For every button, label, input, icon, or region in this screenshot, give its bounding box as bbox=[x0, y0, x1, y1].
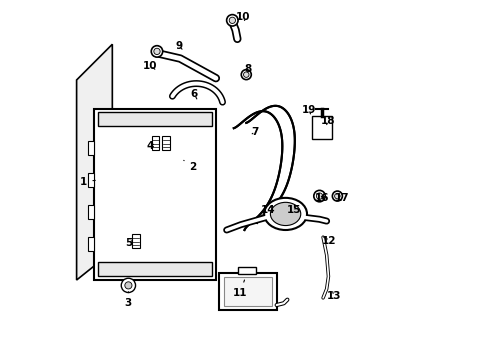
Ellipse shape bbox=[270, 202, 300, 226]
Bar bbox=[88, 205, 94, 219]
Circle shape bbox=[313, 190, 325, 202]
Circle shape bbox=[243, 72, 248, 77]
Bar bbox=[224, 277, 272, 306]
Text: 10: 10 bbox=[143, 61, 158, 71]
Circle shape bbox=[124, 282, 132, 289]
Circle shape bbox=[229, 17, 235, 23]
Circle shape bbox=[241, 69, 251, 80]
Bar bbox=[238, 267, 256, 274]
Bar bbox=[88, 173, 94, 187]
Bar bbox=[162, 136, 170, 150]
Text: 13: 13 bbox=[326, 291, 340, 301]
Bar bbox=[94, 109, 216, 280]
Text: 2: 2 bbox=[183, 160, 196, 172]
Bar bbox=[151, 136, 159, 150]
Bar bbox=[98, 112, 212, 126]
Text: 8: 8 bbox=[244, 64, 251, 74]
Circle shape bbox=[316, 193, 322, 199]
Circle shape bbox=[151, 46, 163, 57]
Text: 5: 5 bbox=[124, 238, 132, 248]
Circle shape bbox=[121, 278, 135, 293]
Circle shape bbox=[334, 193, 340, 199]
Text: 17: 17 bbox=[334, 193, 348, 203]
Circle shape bbox=[154, 48, 160, 55]
Text: 16: 16 bbox=[314, 193, 329, 203]
Text: 7: 7 bbox=[251, 127, 258, 137]
Text: 18: 18 bbox=[321, 116, 335, 126]
Bar bbox=[88, 141, 94, 155]
Bar bbox=[102, 123, 208, 266]
Bar bbox=[88, 237, 94, 251]
Bar bbox=[132, 234, 140, 248]
Text: 10: 10 bbox=[235, 13, 249, 22]
Text: 11: 11 bbox=[232, 280, 247, 297]
Text: 19: 19 bbox=[301, 105, 315, 115]
Bar bbox=[219, 273, 276, 310]
Text: 15: 15 bbox=[286, 205, 301, 215]
Text: 1: 1 bbox=[80, 177, 95, 187]
Circle shape bbox=[332, 191, 342, 201]
Bar bbox=[98, 262, 212, 276]
Text: 4: 4 bbox=[146, 141, 153, 151]
Circle shape bbox=[226, 15, 238, 26]
Text: 12: 12 bbox=[322, 236, 336, 246]
Text: 6: 6 bbox=[190, 89, 198, 99]
Ellipse shape bbox=[264, 198, 306, 230]
Bar bbox=[312, 116, 331, 139]
Polygon shape bbox=[77, 44, 112, 280]
Text: 14: 14 bbox=[260, 205, 274, 215]
Text: 9: 9 bbox=[176, 41, 183, 51]
Text: 3: 3 bbox=[124, 292, 132, 308]
